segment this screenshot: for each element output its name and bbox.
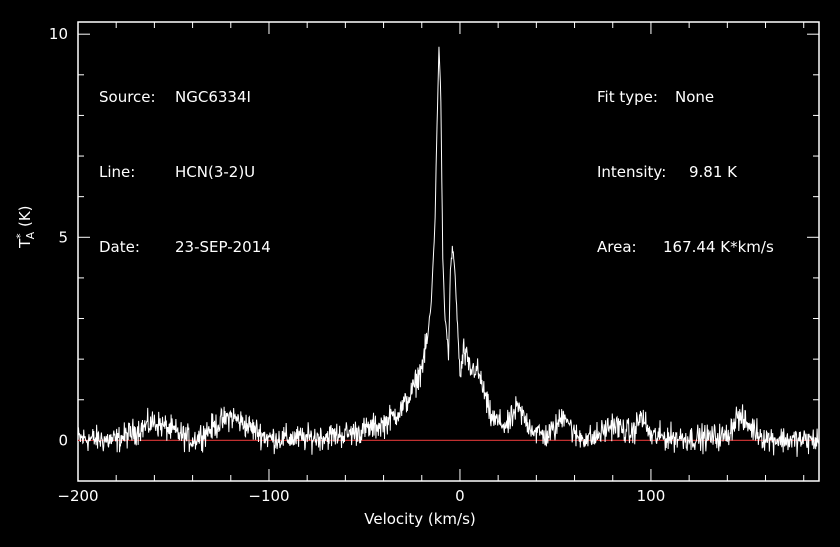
header-right: Fit type: None Intensity: 9.81 K Area: 167.…	[597, 35, 774, 285]
y-tick-label: 10	[49, 25, 68, 43]
header-value: NGC6334I	[175, 88, 251, 106]
header-value: 9.81 K	[689, 163, 738, 181]
header-label: Source:	[99, 88, 156, 106]
y-tick-label: 0	[58, 431, 68, 449]
x-tick-label: 100	[637, 487, 666, 505]
header-row: Date: 23-SEP-2014	[99, 235, 271, 260]
header-value: None	[675, 88, 715, 106]
header-row: Source: NGC6334I	[99, 85, 271, 110]
x-tick-label: 0	[455, 487, 465, 505]
x-tick-label: −200	[57, 487, 98, 505]
header-row: Fit type: None	[597, 85, 774, 110]
header-value: 167.44 K*km/s	[663, 238, 774, 256]
header-left: Source: NGC6334I Line: HCN(3-2)U Date: 23-S…	[99, 35, 271, 285]
y-label-sub: A	[24, 231, 37, 240]
header-row: Intensity: 9.81 K	[597, 160, 774, 185]
y-axis-label: T*A (K)	[14, 205, 37, 248]
plot-frame	[77, 21, 820, 482]
header-row: Line: HCN(3-2)U	[99, 160, 271, 185]
header-row: Area: 167.44 K*km/s	[597, 235, 774, 260]
header-value: HCN(3-2)U	[175, 163, 256, 181]
header-label: Area:	[597, 238, 637, 256]
y-label-main: T	[16, 238, 34, 248]
header-label: Fit type:	[597, 88, 658, 106]
y-tick-label: 5	[58, 228, 68, 246]
header-value: 23-SEP-2014	[175, 238, 271, 256]
y-label-unit: (K)	[16, 205, 34, 228]
header-label: Date:	[99, 238, 140, 256]
header-label: Intensity:	[597, 163, 667, 181]
x-tick-label: −100	[248, 487, 289, 505]
spectrum-line	[77, 46, 820, 457]
x-axis-label: Velocity (km/s)	[364, 510, 476, 528]
header-label: Line:	[99, 163, 136, 181]
